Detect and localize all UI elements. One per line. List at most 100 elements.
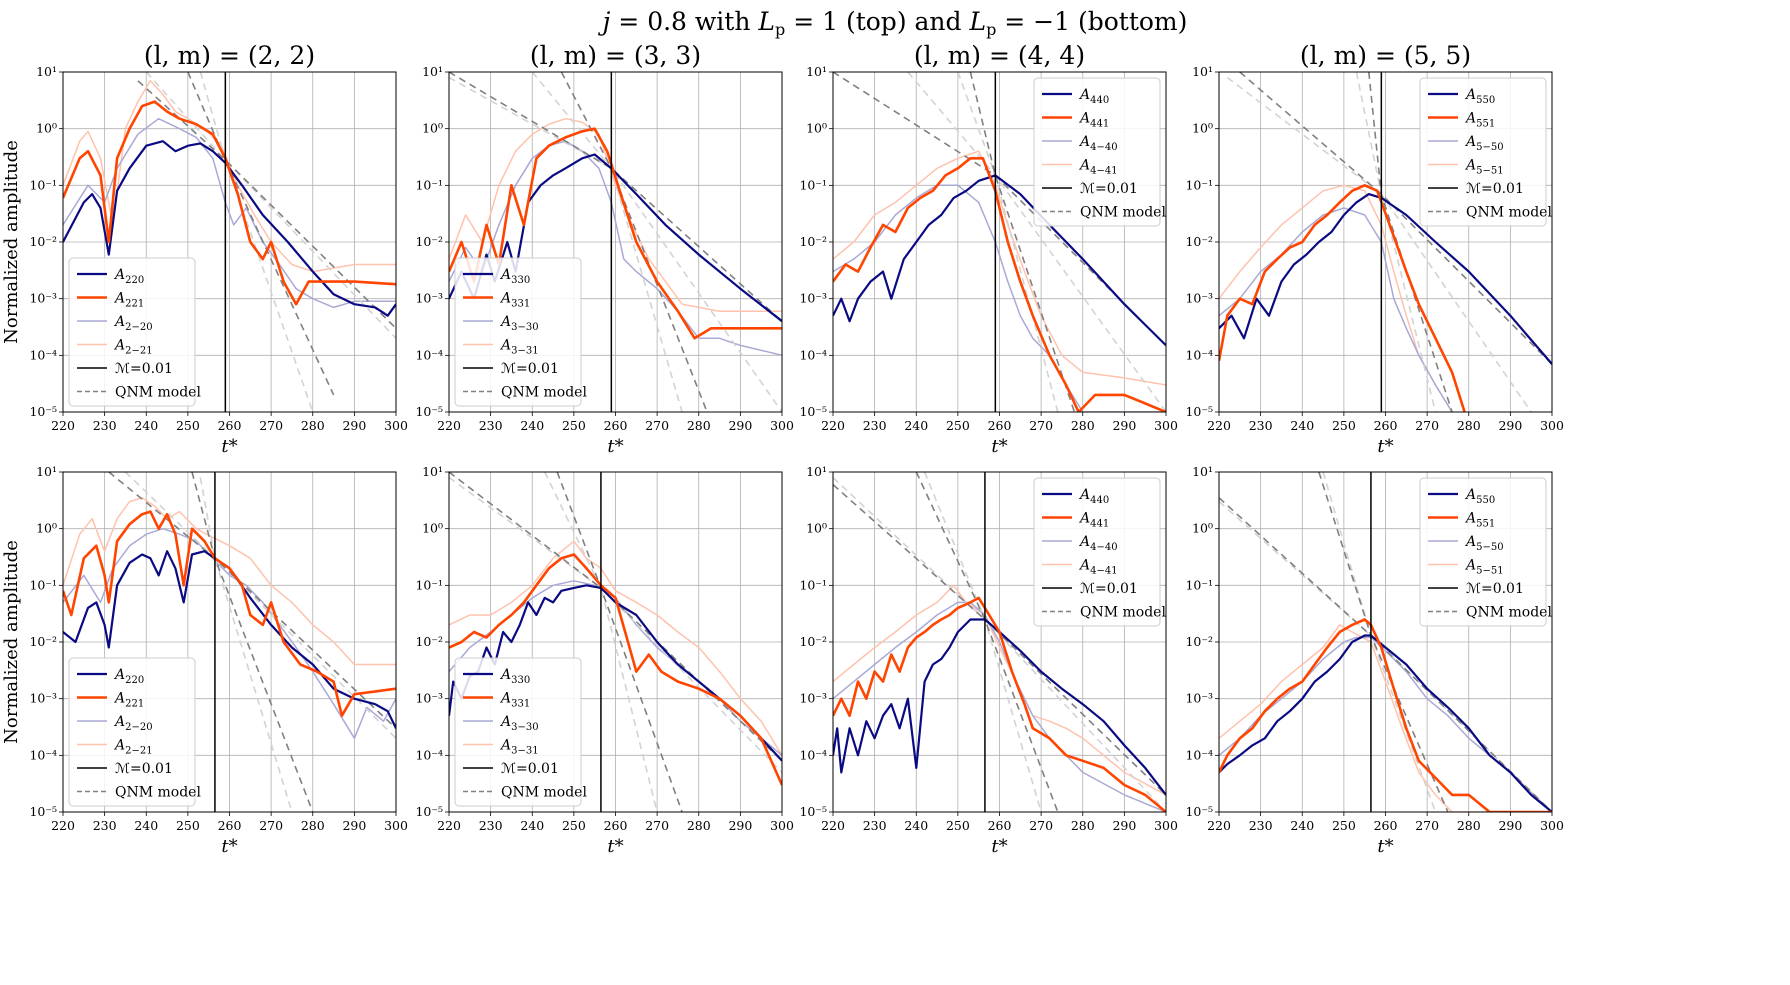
- series-line-a2-20-neg_n0: [63, 527, 396, 740]
- panel-3: 220 230 240 250 260 270 280 290 300 10⁻⁵ 10⁻⁴ 10⁻³ 1…: [799, 41, 1177, 457]
- y-tick-label: 10⁻¹: [1185, 177, 1213, 192]
- series-line-a5-51-neg_n1: [1219, 184, 1453, 412]
- x-tick-label: 260: [604, 418, 628, 433]
- x-tick-label: 240: [1290, 418, 1314, 433]
- x-tick-label: 230: [863, 418, 887, 433]
- legend-label: A2−20: [113, 714, 153, 733]
- legend-label: QNM model: [115, 785, 201, 801]
- series-line-a5-51-neg_n1: [1219, 624, 1552, 812]
- x-axis-label: t*: [221, 836, 237, 857]
- y-tick-label: 10⁰: [36, 121, 57, 136]
- x-tick-label: 230: [1249, 418, 1273, 433]
- y-tick-label: 10⁻⁴: [415, 347, 443, 362]
- axes-frame: [832, 471, 1167, 813]
- y-tick-label: 10⁻²: [415, 234, 443, 249]
- legend-label: QNM model: [501, 385, 587, 401]
- panel-7: 220 230 240 250 260 270 280 290 300 10⁻⁵ 10⁻⁴ 10⁻³ 1…: [799, 464, 1177, 857]
- y-tick-label: 10⁻³: [799, 691, 827, 706]
- legend-box: [454, 257, 582, 407]
- x-tick-label: 250: [176, 818, 200, 833]
- legend-label: A221: [113, 291, 144, 310]
- legend-label: A3−31: [499, 738, 539, 757]
- legend-label: A331: [499, 691, 530, 710]
- legend-label: A221: [113, 691, 144, 710]
- x-tick-label: 280: [1071, 818, 1095, 833]
- legend-label: A4−40: [1078, 534, 1118, 553]
- x-tick-label: 240: [904, 818, 928, 833]
- legend-label: A551: [1464, 511, 1495, 530]
- y-tick-label: 10⁻³: [1185, 291, 1213, 306]
- x-tick-label: 260: [218, 818, 242, 833]
- x-tick-label: 280: [1457, 418, 1481, 433]
- series-line-qnm-model-qnm_n0: [449, 72, 782, 322]
- panel-title: (l, m) = (5, 5): [1300, 41, 1471, 70]
- x-tick-label: 240: [1290, 818, 1314, 833]
- legend-label: ℳ=0.01: [115, 761, 173, 777]
- x-tick-label: 220: [51, 818, 75, 833]
- legend: A550 A551 A5−50 A5−51 ℳ=0.01 QNM model: [1419, 477, 1552, 627]
- y-tick-label: 10⁰: [1192, 521, 1213, 536]
- x-tick-label: 280: [301, 418, 325, 433]
- x-axis-label: t*: [991, 436, 1007, 457]
- y-tick-label: 10⁻¹: [1185, 577, 1213, 592]
- series-line-qnm-model-qnm_neg_n0: [145, 72, 396, 339]
- x-tick-label: 220: [1207, 818, 1231, 833]
- series-line-a220-n0: [63, 550, 396, 729]
- x-tick-label: 290: [1112, 818, 1136, 833]
- x-tick-label: 220: [821, 818, 845, 833]
- axes-frame: [1218, 71, 1553, 413]
- y-tick-label: 10¹: [806, 64, 827, 79]
- legend-label: ℳ=0.01: [1080, 581, 1138, 597]
- y-tick-label: 10⁻¹: [799, 177, 827, 192]
- series-line-a550-n0: [1219, 634, 1552, 812]
- axes-frame: [448, 71, 783, 413]
- axes-frame: [62, 71, 397, 413]
- legend-label: A220: [113, 667, 144, 686]
- legend: A220 A221 A2−20 A2−21 ℳ=0.01 QNM model: [68, 657, 201, 807]
- y-tick-label: 10⁻⁴: [1185, 747, 1213, 762]
- series-line-a220-n0: [63, 140, 396, 317]
- y-tick-label: 10⁻²: [415, 634, 443, 649]
- legend: A440 A441 A4−40 A4−41 ℳ=0.01 QNM model: [1033, 477, 1166, 627]
- y-tick-label: 10⁻³: [29, 691, 57, 706]
- legend-label: A551: [1464, 111, 1495, 130]
- legend-label: ℳ=0.01: [501, 361, 559, 377]
- y-tick-label: 10⁻⁵: [1185, 404, 1213, 419]
- legend-label: A330: [499, 667, 530, 686]
- x-tick-label: 250: [176, 418, 200, 433]
- x-tick-label: 270: [645, 818, 669, 833]
- x-tick-label: 220: [1207, 418, 1231, 433]
- legend-label: QNM model: [1466, 205, 1552, 221]
- panel-8: 220 230 240 250 260 270 280 290 300 10⁻⁵ 10⁻⁴ 10⁻³ 1…: [1185, 464, 1563, 857]
- series-line-a331-n1: [449, 127, 782, 340]
- y-tick-label: 10⁻¹: [29, 177, 57, 192]
- x-axis-label: t*: [991, 836, 1007, 857]
- series-line-a3-30-neg_n0: [449, 140, 782, 357]
- x-tick-label: 290: [1112, 418, 1136, 433]
- axes-frame: [832, 71, 1167, 413]
- y-tick-label: 10¹: [1192, 64, 1213, 79]
- x-tick-label: 300: [1154, 818, 1178, 833]
- legend-box: [1419, 77, 1547, 227]
- x-tick-label: 250: [946, 418, 970, 433]
- y-tick-label: 10⁻⁴: [29, 747, 57, 762]
- series-line-a221-n1: [63, 510, 396, 717]
- y-tick-label: 10¹: [36, 464, 57, 479]
- y-tick-label: 10⁻³: [29, 291, 57, 306]
- y-tick-label: 10⁻³: [415, 291, 443, 306]
- panel-6: 220 230 240 250 260 270 280 290 300 10⁻⁵ 10⁻⁴ 10⁻³ 1…: [415, 464, 793, 857]
- legend-box: [1033, 77, 1161, 227]
- x-tick-label: 220: [437, 818, 461, 833]
- series-line-a5-50-neg_n0: [1219, 207, 1453, 412]
- x-axis-label: t*: [1377, 836, 1393, 857]
- series-line-a551-n1: [1219, 618, 1552, 812]
- y-tick-label: 10⁻⁵: [415, 804, 443, 819]
- panel-title: (l, m) = (4, 4): [914, 41, 1085, 70]
- legend-label: A5−50: [1464, 534, 1504, 553]
- legend-label: A440: [1078, 87, 1109, 106]
- panel-5: 220 230 240 250 260 270 280 290 300 10⁻⁵ 10⁻⁴ 10⁻³ 1…: [1, 464, 408, 857]
- legend: A550 A551 A5−50 A5−51 ℳ=0.01 QNM model: [1419, 77, 1552, 227]
- legend-label: A4−40: [1078, 134, 1118, 153]
- y-tick-label: 10⁰: [422, 521, 443, 536]
